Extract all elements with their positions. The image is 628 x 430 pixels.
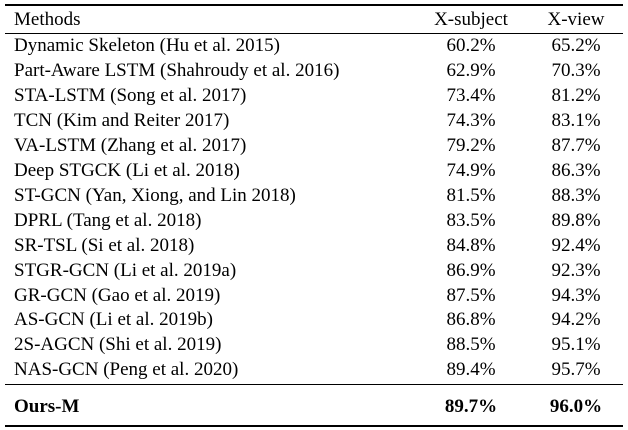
x-subject-cell: 74.9%: [446, 159, 496, 181]
x-view-cell: 83.1%: [551, 109, 601, 131]
header-method: Methods: [14, 9, 81, 30]
x-subject-cell: 89.4%: [446, 359, 496, 381]
x-view-cell: 88.3%: [551, 184, 601, 206]
method-cell: GR-GCN (Gao et al. 2019): [14, 284, 221, 306]
x-subject-cell: 62.9%: [446, 59, 496, 81]
x-view-cell: 86.3%: [551, 159, 601, 181]
header-rule: [5, 33, 623, 34]
method-cell: Dynamic Skeleton (Hu et al. 2015): [14, 35, 280, 56]
x-view-cell: 92.3%: [551, 259, 601, 281]
x-subject-cell: 84.8%: [446, 234, 496, 256]
method-cell: 2S-AGCN (Shi et al. 2019): [14, 334, 222, 356]
x-subject-cell: 81.5%: [446, 184, 496, 206]
method-cell: ST-GCN (Yan, Xiong, and Lin 2018): [14, 184, 296, 206]
x-subject-cell: 73.4%: [446, 84, 496, 106]
mid-rule: [5, 384, 623, 385]
x-subject-cell: 79.2%: [446, 134, 496, 156]
x-view-cell: 95.1%: [551, 334, 601, 356]
method-cell: Part-Aware LSTM (Shahroudy et al. 2016): [14, 59, 340, 81]
x-subject-cell: 86.8%: [446, 309, 496, 331]
bottom-rule: [5, 425, 623, 427]
header-x-subject: X-subject: [434, 9, 508, 30]
method-cell: DPRL (Tang et al. 2018): [14, 209, 202, 231]
x-subject-cell: 86.9%: [446, 259, 496, 281]
method-cell: AS-GCN (Li et al. 2019b): [14, 309, 213, 331]
x-view-cell: 65.2%: [551, 35, 601, 56]
x-view-cell: 87.7%: [551, 134, 601, 156]
x-subject-cell: 87.5%: [446, 284, 496, 306]
method-cell: STGR-GCN (Li et al. 2019a): [14, 259, 237, 281]
x-view-cell: 94.3%: [551, 284, 601, 306]
x-view-cell: 81.2%: [551, 84, 601, 106]
x-view-cell: 94.2%: [551, 309, 601, 331]
x-subject-cell: 60.2%: [446, 35, 496, 56]
method-cell: STA-LSTM (Song et al. 2017): [14, 84, 247, 106]
x-view-cell: 70.3%: [551, 59, 601, 81]
x-subject-cell: 88.5%: [446, 334, 496, 356]
x-subject-cell: 74.3%: [446, 109, 496, 131]
method-cell: SR-TSL (Si et al. 2018): [14, 234, 195, 256]
x-subject-cell: 83.5%: [446, 209, 496, 231]
top-rule: [5, 4, 623, 6]
method-cell: NAS-GCN (Peng et al. 2020): [14, 359, 239, 381]
method-cell: TCN (Kim and Reiter 2017): [14, 109, 230, 131]
x-subject-cell: 89.7%: [444, 396, 498, 417]
x-view-cell: 96.0%: [549, 396, 603, 417]
method-cell: Ours-M: [14, 396, 80, 417]
method-cell: Deep STGCK (Li et al. 2018): [14, 159, 240, 181]
x-view-cell: 89.8%: [551, 209, 601, 231]
method-cell: VA-LSTM (Zhang et al. 2017): [14, 134, 247, 156]
header-x-view: X-view: [547, 9, 605, 30]
x-view-cell: 92.4%: [551, 234, 601, 256]
x-view-cell: 95.7%: [551, 359, 601, 381]
